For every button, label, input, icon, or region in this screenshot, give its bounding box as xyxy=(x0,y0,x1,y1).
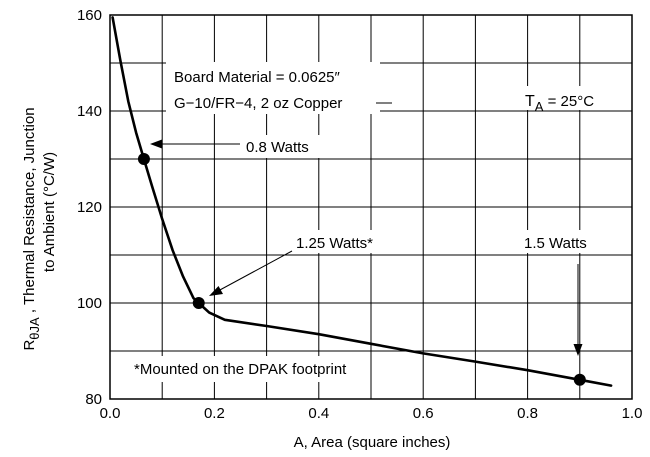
watts-125-bg xyxy=(288,230,392,253)
board-material-label: Board Material = 0.0625″ xyxy=(174,69,341,86)
annotation-arrows xyxy=(150,139,583,356)
y-axis-title-text: , Thermal Resistance, Junction xyxy=(21,107,38,317)
footnote-label: *Mounted on the DPAK footprint xyxy=(134,361,347,378)
x-tick-labels: 0.0 0.2 0.4 0.6 0.8 1.0 xyxy=(100,405,643,422)
ambient-temp-label: TA = 25°C xyxy=(525,93,594,114)
x-tick-label: 0.6 xyxy=(413,405,434,422)
watts-15-bg xyxy=(515,230,605,253)
y-tick-label: 120 xyxy=(77,199,102,216)
y-axis-title-subscript: θJA xyxy=(27,317,42,340)
footnote-bg xyxy=(127,356,367,382)
plot-frame xyxy=(109,14,633,400)
y-tick-label: 140 xyxy=(77,103,102,120)
ambient-temp-value: = 25°C xyxy=(543,93,594,110)
ta-label-bg xyxy=(521,86,614,110)
board-material-label-line2: G−10/FR−4, 2 oz Copper xyxy=(174,95,342,112)
y-tick-label: 100 xyxy=(77,295,102,312)
y-axis-title-symbol: R xyxy=(21,340,38,351)
x-tick-label: 0.8 xyxy=(517,405,538,422)
x-tick-label: 0.2 xyxy=(204,405,225,422)
x-axis-title: A, Area (square inches) xyxy=(294,434,451,451)
x-tick-label: 0.0 xyxy=(100,405,121,422)
x-tick-label: 1.0 xyxy=(622,405,643,422)
y-tick-label: 160 xyxy=(77,7,102,24)
annotation-backgrounds xyxy=(127,62,614,382)
y-tick-labels: 80 100 120 140 160 xyxy=(77,7,102,408)
watts-08-label: 0.8 Watts xyxy=(246,139,309,156)
ambient-temp-symbol: T xyxy=(525,93,535,110)
y-tick-label: 80 xyxy=(85,391,102,408)
arrow-125-watts xyxy=(217,250,293,292)
data-point-marker xyxy=(192,297,205,309)
arrow-125-watts-head xyxy=(209,286,223,296)
data-point-marker xyxy=(137,153,150,165)
arrow-15-watts-head xyxy=(573,344,583,356)
y-axis-title-line2: to Ambient (°C/W) xyxy=(41,152,58,272)
x-tick-label: 0.4 xyxy=(308,405,329,422)
arrow-08-watts-head xyxy=(150,139,162,149)
y-axis-title: RθJA , Thermal Resistance, Junction xyxy=(21,107,42,350)
data-points xyxy=(137,153,586,386)
board-label-bg xyxy=(166,62,380,114)
data-point-marker xyxy=(573,373,586,386)
watts-125-label: 1.25 Watts* xyxy=(296,235,373,252)
watts-08-bg xyxy=(238,135,332,158)
ambient-temp-subscript: A xyxy=(535,99,544,114)
watts-15-label: 1.5 Watts xyxy=(524,235,587,252)
